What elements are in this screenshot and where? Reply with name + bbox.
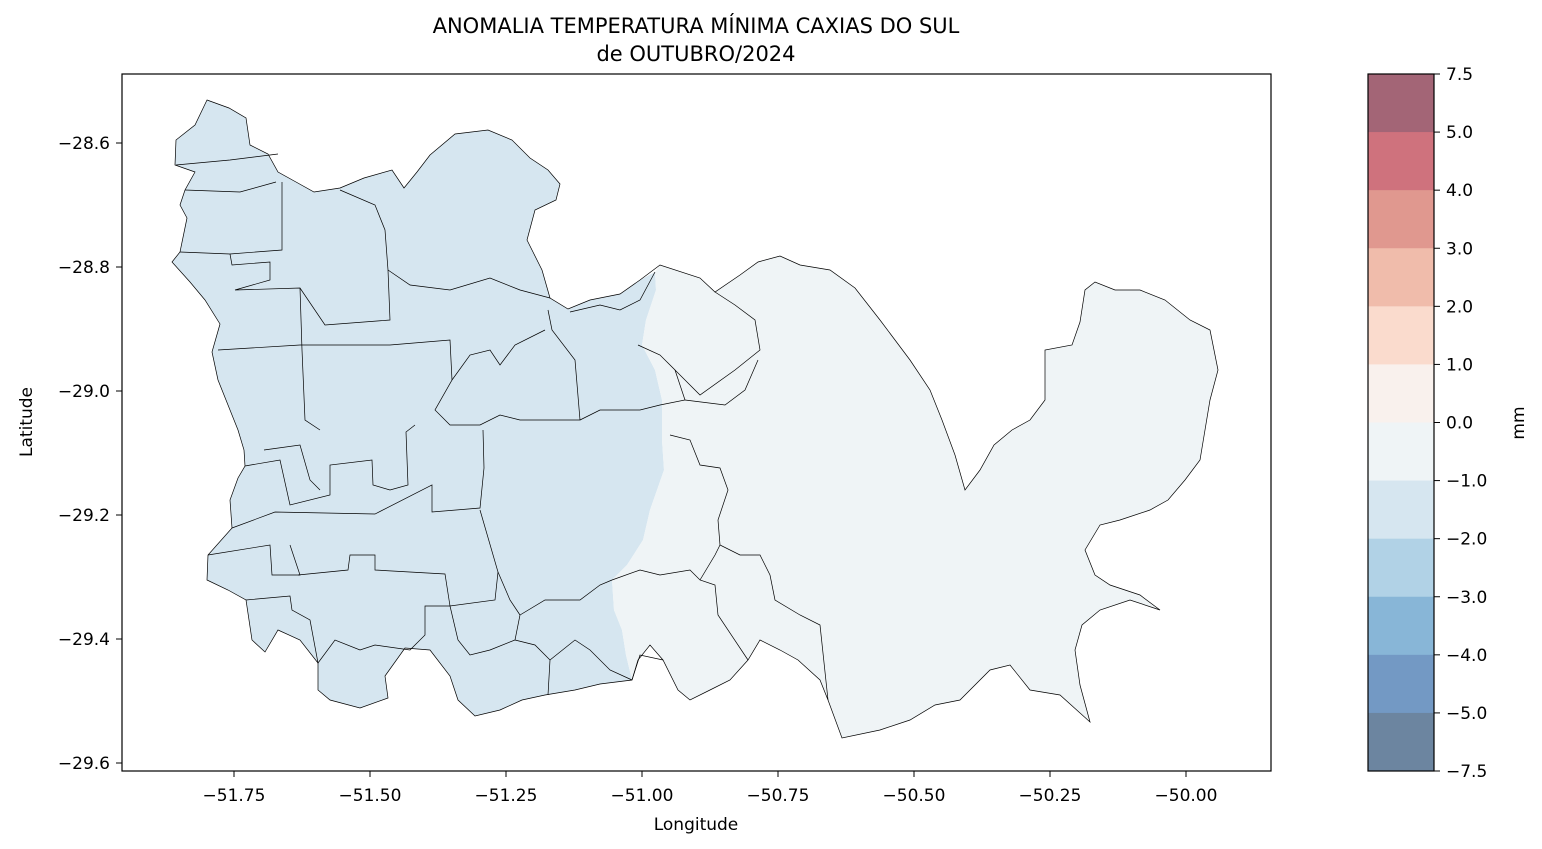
x-tick-label: −51.00: [611, 786, 674, 806]
y-tick-label: −29.6: [58, 754, 110, 774]
x-axis: −51.75 −51.50 −51.25 −51.00 −50.75 −50.5…: [203, 771, 1218, 835]
y-axis: −28.6 −28.8 −29.0 −29.2 −29.4 −29.6 Lati…: [17, 134, 122, 774]
colorbar-band: [1368, 654, 1434, 714]
municipal-boundaries: [171, 99, 1219, 739]
colorbar-band: [1368, 596, 1434, 656]
colorbar-band: [1368, 538, 1434, 598]
colorbar-tick-label: 1.0: [1446, 355, 1473, 375]
colorbar-band: [1368, 480, 1434, 540]
colorbar-tick-label: −5.0: [1446, 704, 1487, 724]
colorbar-tick-label: −4.0: [1446, 646, 1487, 666]
chart-title-line-2: de OUTUBRO/2024: [596, 42, 795, 66]
colorbar-band: [1368, 364, 1434, 423]
colorbar-band: [1368, 306, 1434, 365]
chart-title-line-1: ANOMALIA TEMPERATURA MÍNIMA CAXIAS DO SU…: [433, 13, 960, 38]
colorbar-tick-label: 0.0: [1446, 414, 1473, 434]
colorbar-ticks: 7.5 5.0 4.0 3.0 2.0 1.0 0.0 −1.0 −2.0 −3.0 −4.0 −5.…: [1434, 65, 1487, 782]
colorbar-tick-label: 7.5: [1446, 65, 1473, 85]
x-tick-label: −51.75: [203, 786, 266, 806]
colorbar-band: [1368, 248, 1434, 307]
y-tick-label: −29.4: [58, 630, 110, 650]
y-tick-label: −29.0: [58, 382, 110, 402]
x-tick-label: −50.50: [883, 786, 946, 806]
colorbar-tick-label: 3.0: [1446, 239, 1473, 259]
colorbar: 7.5 5.0 4.0 3.0 2.0 1.0 0.0 −1.0 −2.0 −3.0 −4.0 −5.…: [1367, 65, 1529, 782]
colorbar-tick-label: −7.5: [1446, 762, 1487, 782]
colorbar-tick-label: −3.0: [1446, 588, 1487, 608]
x-tick-label: −50.25: [1019, 786, 1082, 806]
colorbar-tick-label: 5.0: [1446, 123, 1473, 143]
region-east: [612, 256, 1218, 738]
y-axis-label: Latitude: [17, 387, 37, 457]
colorbar-tick-label: −2.0: [1446, 530, 1487, 550]
colorbar-tick-label: 2.0: [1446, 297, 1473, 317]
colorbar-band: [1368, 190, 1434, 249]
colorbar-tick-label: 4.0: [1446, 181, 1473, 201]
colorbar-bands: [1368, 74, 1434, 772]
colorbar-band: [1368, 132, 1434, 191]
x-axis-label: Longitude: [654, 815, 739, 835]
x-tick-label: −51.50: [339, 786, 402, 806]
y-tick-label: −29.2: [58, 506, 110, 526]
y-tick-label: −28.8: [58, 258, 110, 278]
x-tick-label: −50.00: [1155, 786, 1218, 806]
x-tick-label: −51.25: [475, 786, 538, 806]
map-plot: −51.75 −51.50 −51.25 −51.00 −50.75 −50.5…: [17, 73, 1272, 835]
colorbar-tick-label: −1.0: [1446, 472, 1487, 492]
colorbar-band: [1368, 74, 1434, 133]
y-tick-label: −28.6: [58, 134, 110, 154]
x-tick-label: −50.75: [747, 786, 810, 806]
plot-frame: [121, 73, 1272, 772]
colorbar-band: [1368, 422, 1434, 482]
region-west: [172, 100, 664, 716]
colorbar-label: mm: [1509, 406, 1529, 439]
colorbar-band: [1368, 712, 1434, 772]
